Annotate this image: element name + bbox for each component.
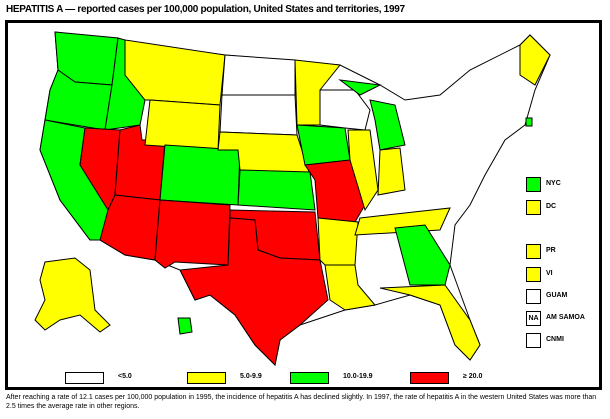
territory-label: DC bbox=[546, 203, 557, 210]
state-tx bbox=[179, 217, 329, 367]
territory-label: GUAM bbox=[546, 292, 568, 299]
state-wy bbox=[144, 99, 221, 151]
territory-swatch bbox=[526, 289, 541, 304]
state-nm bbox=[154, 199, 231, 269]
state-hi bbox=[177, 317, 193, 335]
territory-swatch bbox=[526, 244, 541, 259]
legend-swatch bbox=[187, 372, 226, 384]
legend-swatch bbox=[290, 372, 329, 384]
territory-swatch bbox=[526, 267, 541, 282]
map-frame bbox=[5, 20, 602, 390]
state-nd bbox=[221, 54, 296, 96]
state-co bbox=[159, 144, 241, 206]
state-ia bbox=[296, 124, 351, 166]
territory-label: AM SAMOA bbox=[546, 314, 585, 321]
state-ga bbox=[394, 224, 451, 286]
territory-label: CNMI bbox=[546, 336, 564, 343]
map-title: HEPATITIS A — reported cases per 100,000… bbox=[6, 4, 405, 15]
legend-swatch bbox=[410, 372, 449, 384]
territory-label: NYC bbox=[546, 180, 561, 187]
legend-label: 10.0-19.9 bbox=[343, 373, 373, 380]
legend-label: 5.0-9.9 bbox=[240, 373, 262, 380]
territory-swatch: NA bbox=[526, 311, 541, 326]
territory-swatch bbox=[526, 200, 541, 215]
state-sd bbox=[219, 94, 298, 136]
state-ak bbox=[34, 257, 111, 333]
state-in bbox=[377, 147, 406, 196]
footnote: After reaching a rate of 12.1 cases per … bbox=[6, 394, 597, 410]
legend-swatch bbox=[65, 372, 104, 384]
territory-swatch bbox=[526, 177, 541, 192]
state-ar bbox=[317, 217, 359, 266]
state-il bbox=[347, 129, 379, 212]
territory-label: PR bbox=[546, 247, 556, 254]
legend-label: <5.0 bbox=[118, 373, 132, 380]
state-la bbox=[324, 264, 376, 311]
state-ri bbox=[525, 117, 533, 127]
state-fl bbox=[379, 284, 481, 361]
territory-label: VI bbox=[546, 270, 553, 277]
state-mi bbox=[369, 99, 406, 151]
state-me bbox=[519, 34, 551, 86]
state-ks bbox=[237, 169, 316, 211]
legend-label: ≥ 20.0 bbox=[463, 373, 483, 380]
state-mi-upper bbox=[338, 79, 382, 96]
territory-swatch bbox=[526, 333, 541, 348]
